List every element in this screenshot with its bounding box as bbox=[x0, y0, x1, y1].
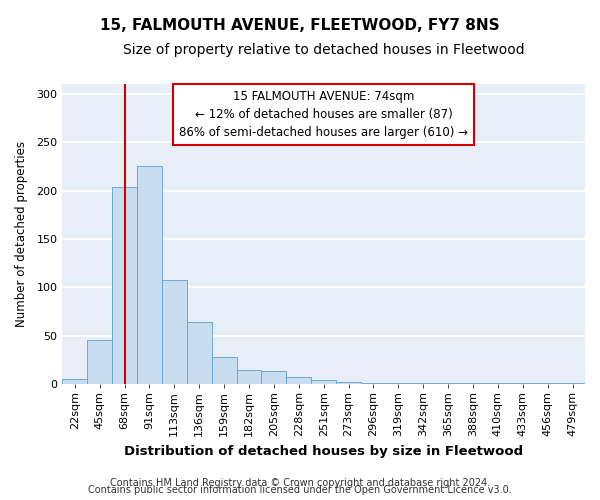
Bar bbox=[535, 383, 560, 384]
Bar bbox=[286, 378, 311, 384]
Text: Contains public sector information licensed under the Open Government Licence v3: Contains public sector information licen… bbox=[88, 485, 512, 495]
Bar bbox=[560, 383, 585, 384]
Bar bbox=[236, 370, 262, 384]
Bar bbox=[262, 370, 286, 384]
Title: Size of property relative to detached houses in Fleetwood: Size of property relative to detached ho… bbox=[123, 42, 524, 56]
Bar bbox=[212, 357, 236, 384]
Bar bbox=[112, 186, 137, 384]
Bar bbox=[162, 280, 187, 384]
Bar bbox=[436, 383, 461, 384]
Bar bbox=[311, 380, 336, 384]
Bar bbox=[336, 382, 361, 384]
Y-axis label: Number of detached properties: Number of detached properties bbox=[15, 141, 28, 327]
Text: 15, FALMOUTH AVENUE, FLEETWOOD, FY7 8NS: 15, FALMOUTH AVENUE, FLEETWOOD, FY7 8NS bbox=[100, 18, 500, 32]
Text: 15 FALMOUTH AVENUE: 74sqm
← 12% of detached houses are smaller (87)
86% of semi-: 15 FALMOUTH AVENUE: 74sqm ← 12% of detac… bbox=[179, 90, 468, 139]
Bar bbox=[87, 340, 112, 384]
Bar bbox=[485, 383, 511, 384]
Bar bbox=[386, 383, 411, 384]
Bar bbox=[187, 322, 212, 384]
Bar bbox=[461, 383, 485, 384]
Bar bbox=[411, 383, 436, 384]
Bar bbox=[361, 383, 386, 384]
Text: Contains HM Land Registry data © Crown copyright and database right 2024.: Contains HM Land Registry data © Crown c… bbox=[110, 478, 490, 488]
X-axis label: Distribution of detached houses by size in Fleetwood: Distribution of detached houses by size … bbox=[124, 444, 523, 458]
Bar bbox=[137, 166, 162, 384]
Bar bbox=[511, 383, 535, 384]
Bar bbox=[62, 380, 87, 384]
